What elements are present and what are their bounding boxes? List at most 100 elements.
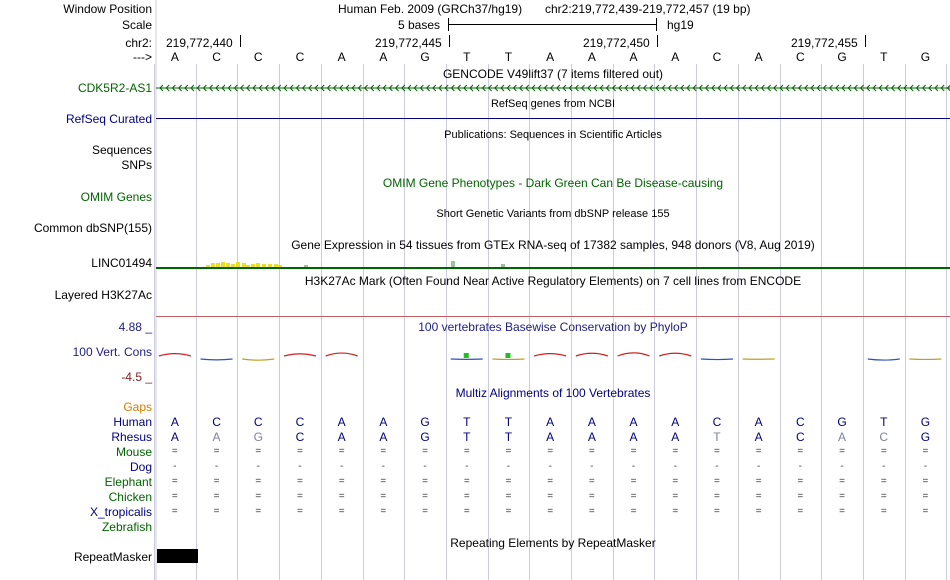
alignment-base: - — [548, 461, 552, 472]
species-label[interactable]: Rhesus — [111, 430, 152, 444]
strand-chevron — [779, 84, 784, 92]
alignment-base: G — [420, 415, 430, 429]
strand-chevron — [525, 84, 530, 92]
strand-chevron — [481, 84, 486, 92]
alignment-base: = — [922, 491, 929, 502]
alignment-base: = — [547, 446, 554, 457]
alignment-base: = — [630, 506, 637, 517]
species-label[interactable]: Zebrafish — [101, 520, 152, 534]
alignment-base: = — [880, 446, 887, 457]
strand-chevron — [574, 84, 579, 92]
alignment-base: A — [337, 430, 346, 444]
common-dbsnp-label[interactable]: Common dbSNP(155) — [33, 221, 152, 235]
strand-chevron — [518, 84, 523, 92]
alignment-base: - — [798, 461, 803, 472]
species-label[interactable]: Chicken — [108, 490, 152, 504]
strand-chevron — [903, 84, 908, 92]
refseq-label[interactable]: RefSeq Curated — [65, 112, 152, 126]
strand-chevron — [872, 84, 877, 92]
scale-bar-right-tick — [656, 18, 657, 31]
strand-chevron — [407, 84, 412, 92]
alignment-base: = — [588, 446, 595, 457]
alignment-base: = — [255, 506, 262, 517]
alignment-base: = — [672, 446, 679, 457]
repeatmasker-track-title: Repeating Elements by RepeatMasker — [450, 536, 656, 550]
gtex-bar — [246, 265, 250, 267]
publications-track-title: Publications: Sequences in Scientific Ar… — [444, 129, 662, 141]
phylop-plot[interactable] — [156, 340, 950, 370]
alignment-base: - — [381, 461, 386, 472]
cdk5r2-gene-feature[interactable] — [156, 82, 950, 94]
sequence-base: A — [587, 50, 596, 64]
alignment-base: = — [171, 506, 178, 517]
scale-bar-left-tick — [448, 18, 449, 31]
strand-chevron — [847, 84, 852, 92]
alignment-base: A — [587, 415, 596, 429]
gtex-expression-bars[interactable] — [156, 256, 950, 272]
sequence-base: A — [379, 50, 388, 64]
alignment-base: = — [255, 446, 262, 457]
sequence-base: T — [463, 50, 471, 64]
species-label[interactable]: Dog — [129, 460, 152, 474]
refseq-gene-line[interactable] — [156, 118, 950, 119]
species-label[interactable]: Elephant — [104, 475, 152, 489]
sequence-base: C — [796, 50, 805, 64]
repeatmasker-label[interactable]: RepeatMasker — [73, 550, 152, 564]
alignment-base: = — [297, 491, 303, 502]
gtex-bar — [236, 262, 240, 267]
omim-label[interactable]: OMIM Genes — [80, 190, 152, 204]
alignment-base: = — [839, 446, 845, 457]
alignment-base: A — [379, 430, 388, 444]
alignment-base: = — [755, 491, 762, 502]
alignment-base: = — [422, 491, 428, 502]
phylop-score-mark — [200, 358, 233, 361]
alignment-base: = — [505, 506, 512, 517]
strand-chevron — [667, 84, 672, 92]
alignment-base: = — [714, 476, 720, 487]
strand-chevron — [221, 84, 226, 92]
alignment-base: - — [465, 461, 469, 472]
strand-chevron — [531, 84, 536, 92]
cons-label[interactable]: 100 Vert. Cons — [72, 345, 152, 359]
alignment-base: = — [797, 491, 804, 502]
alignment-base: = — [297, 476, 303, 487]
phylop-score-mark — [533, 353, 567, 357]
coord-tick-2 — [449, 35, 450, 47]
strand-chevron — [512, 84, 517, 92]
phylop-neutral-mark — [505, 353, 511, 358]
sequence-base: T — [880, 50, 888, 64]
alignment-base: = — [463, 446, 470, 457]
gtex-bar — [221, 262, 225, 267]
alignment-base: = — [672, 491, 679, 502]
species-label[interactable]: X_tropicalis — [89, 505, 152, 519]
alignment-base: A — [170, 430, 179, 444]
alignment-base: = — [797, 446, 804, 457]
alignment-base: - — [715, 461, 719, 472]
alignment-base: = — [338, 446, 345, 457]
repeat-element-block[interactable] — [157, 549, 198, 563]
alignment-base: G — [253, 430, 263, 444]
strand-chevron — [754, 84, 759, 92]
alignment-base: T — [504, 415, 513, 429]
alignment-base: - — [298, 461, 302, 472]
alignment-base: = — [213, 491, 220, 502]
strand-chevron — [401, 84, 406, 92]
alignment-base: A — [671, 415, 680, 429]
strand-chevron — [934, 84, 939, 92]
snps-label[interactable]: SNPs — [121, 158, 152, 172]
sequence-base: C — [212, 50, 221, 64]
species-label[interactable]: Human — [113, 415, 152, 429]
strand-chevron — [897, 84, 902, 92]
linc01494-label[interactable]: LINC01494 — [91, 256, 152, 270]
alignment-base: = — [547, 506, 554, 517]
alignment-base: = — [463, 491, 470, 502]
h3k27ac-signal-line — [156, 316, 950, 317]
dbsnp-track-title: Short Genetic Variants from dbSNP releas… — [436, 208, 670, 220]
sequences-label[interactable]: Sequences — [91, 143, 152, 157]
species-label[interactable]: Mouse — [115, 445, 152, 459]
cdk5r2-gene-label[interactable]: CDK5R2-AS1 — [77, 81, 152, 95]
layered-h3k27ac-label[interactable]: Layered H3K27Ac — [54, 288, 152, 302]
strand-chevron — [258, 84, 263, 92]
strand-chevron — [413, 84, 418, 92]
